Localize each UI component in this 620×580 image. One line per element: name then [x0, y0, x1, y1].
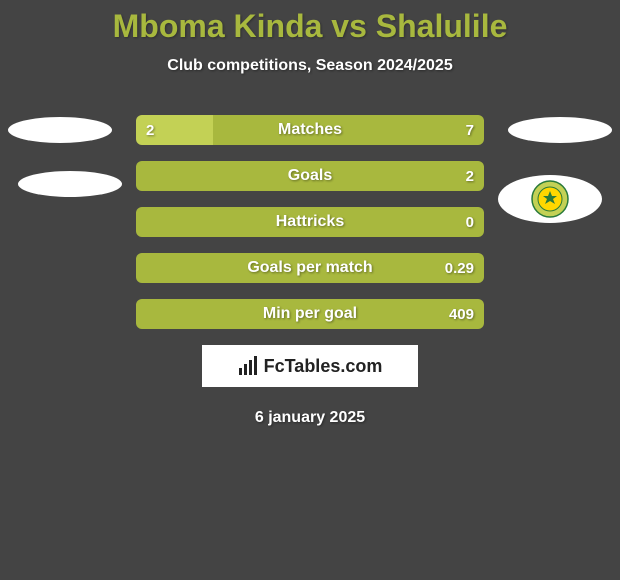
badge-left-bottom	[18, 171, 122, 197]
stat-row-hattricks: Hattricks 0	[136, 207, 484, 237]
stat-label: Goals per match	[247, 259, 372, 277]
badge-right-crest	[498, 175, 602, 223]
badge-left-top	[8, 117, 112, 143]
subtitle: Club competitions, Season 2024/2025	[0, 57, 620, 75]
stat-label: Matches	[278, 121, 342, 139]
stat-value-right: 7	[466, 122, 474, 139]
stat-bars: 2 Matches 7 Goals 2 Hattricks	[136, 115, 484, 329]
bar-right-fill	[213, 115, 484, 145]
chart-icon	[238, 356, 260, 376]
stat-row-matches: 2 Matches 7	[136, 115, 484, 145]
stat-value-right: 2	[466, 168, 474, 185]
watermark: FcTables.com	[202, 345, 418, 387]
stats-area: 2 Matches 7 Goals 2 Hattricks	[0, 115, 620, 427]
stat-value-right: 0.29	[445, 260, 474, 277]
badge-right-top	[508, 117, 612, 143]
watermark-text: FcTables.com	[264, 356, 383, 377]
stat-row-min-per-goal: Min per goal 409	[136, 299, 484, 329]
stat-label: Hattricks	[276, 213, 344, 231]
stat-label: Goals	[288, 167, 332, 185]
stat-value-left: 2	[146, 122, 154, 139]
stat-value-right: 409	[449, 306, 474, 323]
stat-label: Min per goal	[263, 305, 357, 323]
stat-row-goals-per-match: Goals per match 0.29	[136, 253, 484, 283]
page-title: Mboma Kinda vs Shalulile	[0, 8, 620, 45]
stat-value-right: 0	[466, 214, 474, 231]
date-label: 6 january 2025	[0, 409, 620, 427]
stat-row-goals: Goals 2	[136, 161, 484, 191]
team-crest-icon	[530, 179, 570, 219]
